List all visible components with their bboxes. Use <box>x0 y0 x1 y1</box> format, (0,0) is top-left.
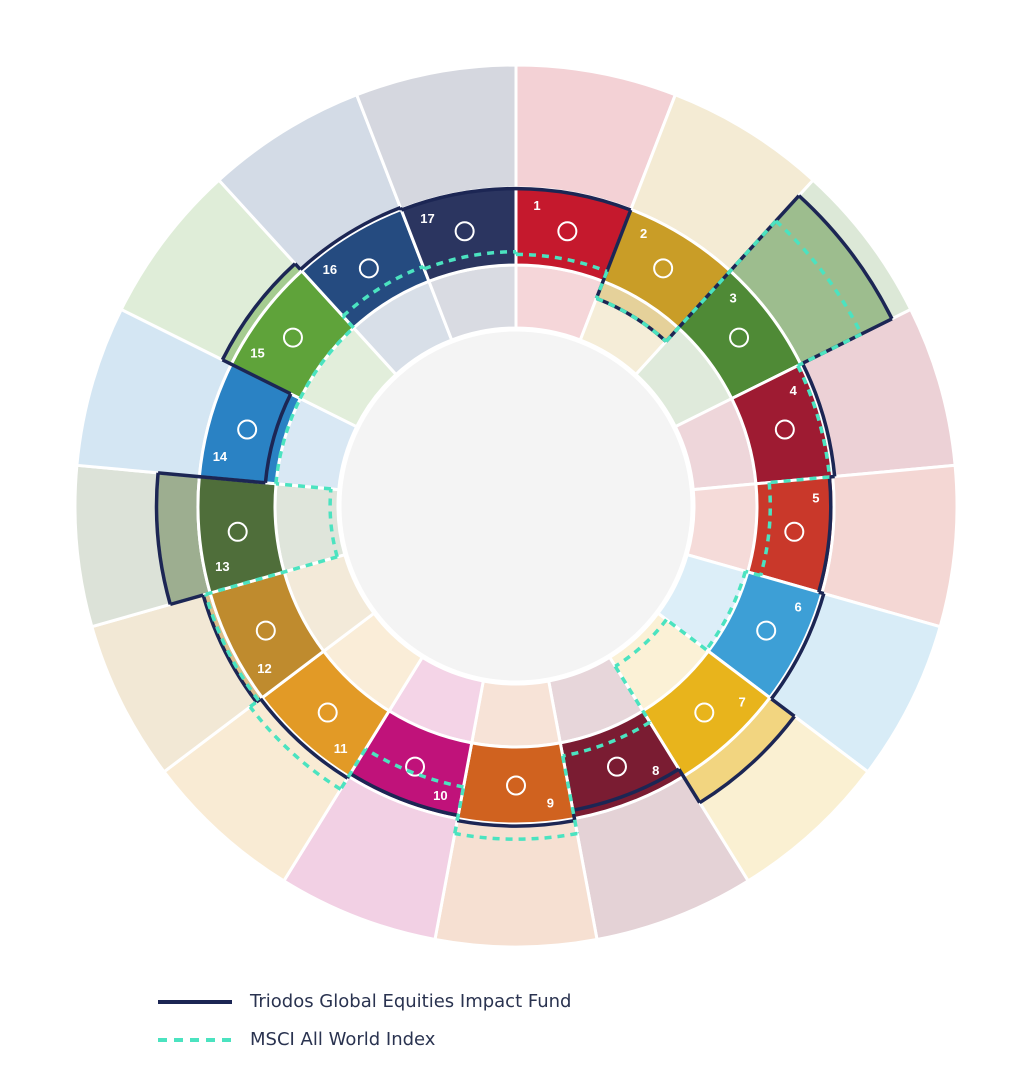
goal-number: 12 <box>257 661 271 676</box>
outline-arc <box>797 194 894 320</box>
goal-number: 9 <box>547 795 554 810</box>
outline-arc <box>572 767 680 812</box>
outer-segment <box>433 816 599 949</box>
outline-connector <box>169 593 204 607</box>
outlines <box>154 186 894 841</box>
goal-number: 3 <box>730 290 737 305</box>
outline-arc <box>349 772 459 818</box>
outline-arc <box>298 326 355 400</box>
goal-icon <box>282 327 303 348</box>
outline-connector <box>769 475 830 485</box>
outline-connector <box>398 206 403 211</box>
goal-number: 13 <box>215 559 229 574</box>
goal-icon <box>506 775 526 796</box>
outline-arc <box>299 205 402 271</box>
outline-arc <box>328 488 339 558</box>
goal-icon <box>606 756 627 777</box>
outline-arc <box>203 593 260 702</box>
goal-icon <box>694 702 715 723</box>
goal-number: 11 <box>334 741 348 756</box>
outline-arc <box>201 594 258 704</box>
goal-number: 2 <box>640 226 647 241</box>
goal-number: 15 <box>250 345 264 360</box>
goal-number: 4 <box>790 383 798 398</box>
goal-number: 17 <box>420 211 434 226</box>
goal-icon <box>756 620 777 641</box>
goal-number: 14 <box>213 449 228 464</box>
goal-icon <box>729 327 750 348</box>
outline-connector <box>453 786 466 834</box>
goal-icon <box>405 756 426 777</box>
outline-connector <box>594 270 609 299</box>
outline-arc <box>800 362 837 477</box>
goal-icon <box>317 702 338 723</box>
outline-connector <box>341 314 355 329</box>
outline-arc <box>263 393 293 483</box>
outline-arc <box>364 747 464 789</box>
goal-number: 16 <box>323 262 337 277</box>
outline-connector <box>249 699 260 709</box>
goal-number: 8 <box>652 763 659 778</box>
outline-arc <box>259 697 349 780</box>
outline-connector <box>744 569 762 578</box>
outline-arc <box>704 570 748 651</box>
goal-icon <box>237 419 258 440</box>
legend-label: MSCI All World Index <box>250 1029 436 1050</box>
outline-arc <box>515 186 632 212</box>
center-circle <box>338 328 694 684</box>
outline-arc <box>595 296 668 343</box>
outline-connector <box>157 471 266 485</box>
goal-number: 6 <box>794 600 801 615</box>
legend: Triodos Global Equities Impact Fund MSCI … <box>158 991 571 1050</box>
outline-connector <box>275 482 332 491</box>
outline-arc <box>274 397 302 484</box>
outline-connector <box>665 618 708 652</box>
outline-arc <box>817 476 833 593</box>
goal-icon <box>227 521 248 542</box>
outline-connector <box>664 219 778 343</box>
goal-icon <box>358 258 379 279</box>
goal-icon <box>653 258 674 279</box>
outline-connector <box>770 697 796 718</box>
outline-connector <box>205 555 338 596</box>
outline-arc <box>400 186 517 212</box>
goal-segment <box>455 741 577 826</box>
outline-connector <box>221 358 292 396</box>
outline-connector <box>293 262 302 271</box>
outline-connector <box>818 590 825 596</box>
outline-arc <box>796 364 832 478</box>
outline-arc <box>698 715 796 805</box>
legend-label: Triodos Global Equities Impact Fund <box>249 991 571 1012</box>
inner-segment <box>469 679 563 749</box>
outline-connector <box>677 768 702 804</box>
goal-icon <box>454 221 475 242</box>
goal-icon <box>784 521 805 542</box>
goal-number: 1 <box>533 198 540 213</box>
outline-arc <box>456 818 576 828</box>
goal-number: 10 <box>433 788 447 803</box>
goal-icon <box>255 620 276 641</box>
outline-arc <box>614 618 668 668</box>
outline-connector <box>339 748 368 791</box>
goal-number: 5 <box>812 491 819 506</box>
goal-number: 7 <box>739 695 746 710</box>
outline-arc <box>774 219 863 335</box>
goal-icon <box>774 419 795 440</box>
outline-arc <box>220 262 297 361</box>
outline-arc <box>769 593 826 700</box>
outline-arc <box>154 472 172 605</box>
outline-connector <box>561 755 579 834</box>
goal-icon <box>557 221 578 242</box>
outline-connector <box>613 665 652 724</box>
